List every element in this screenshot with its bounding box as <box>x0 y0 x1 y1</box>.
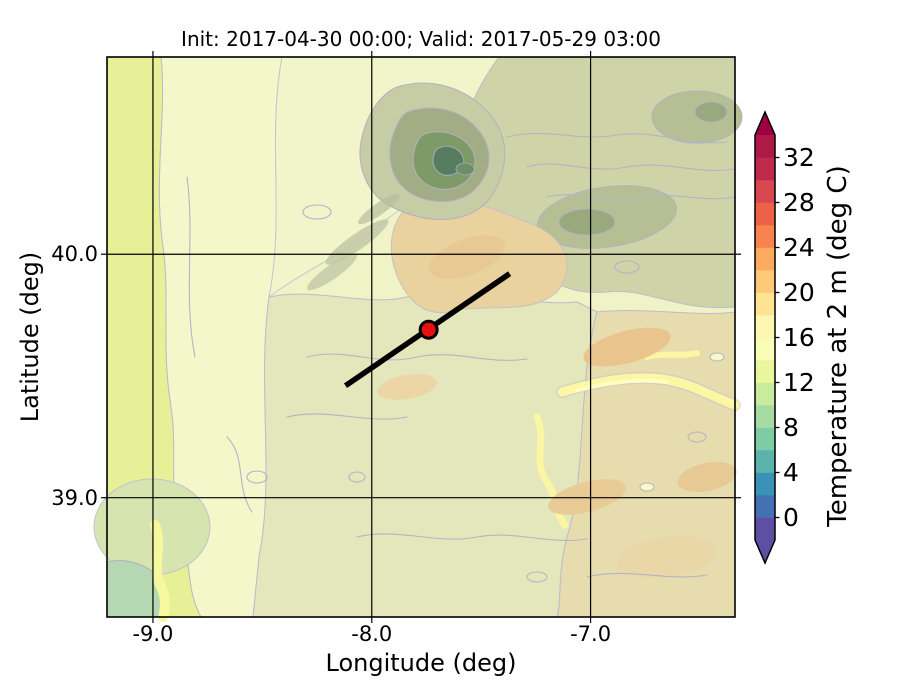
colorbar-tick-label: 12 <box>783 367 815 397</box>
colorbar-tick-label: 28 <box>783 187 815 217</box>
colorbar-tick-label: 0 <box>783 502 799 532</box>
colorbar-bar <box>754 110 780 565</box>
colorbar-tick-label: 8 <box>783 412 799 442</box>
colorbar-tick-label: 24 <box>783 232 815 262</box>
axes-frame <box>106 56 736 618</box>
colorbar-segment <box>755 292 775 316</box>
colorbar-segment <box>755 134 775 158</box>
colorbar-segment <box>755 449 775 473</box>
colorbar-segment <box>755 472 775 496</box>
y-axis-label: Latitude (deg) <box>16 251 44 423</box>
plot-title: Init: 2017-04-30 00:00; Valid: 2017-05-2… <box>181 27 661 51</box>
warm-valley-streak <box>557 373 740 410</box>
colorbar-segment <box>755 494 775 518</box>
map-plot-area <box>93 51 743 623</box>
colorbar-segment <box>755 157 775 181</box>
colorbar-segment <box>755 269 775 293</box>
x-tick-label: -9.0 <box>132 622 174 646</box>
temperature-contour-field <box>93 56 743 622</box>
colorbar-segment <box>755 247 775 271</box>
colorbar-segment <box>755 517 775 541</box>
colorbar-segment <box>755 359 775 383</box>
colorbar-segment <box>755 382 775 406</box>
colorbar-over-arrow <box>755 112 775 135</box>
colorbar-label: Temperature at 2 m (deg C) <box>823 165 853 527</box>
colorbar-segment <box>755 404 775 428</box>
colorbar-tick-label: 32 <box>783 142 815 172</box>
y-tick-label: 40.0 <box>51 242 98 267</box>
colorbar-segment <box>755 179 775 203</box>
colorbar-tick-label: 16 <box>783 322 815 352</box>
colorbar-under-arrow <box>755 540 775 563</box>
colorbar-outline <box>754 110 776 565</box>
location-marker-dot <box>418 319 439 340</box>
colorbar-segment <box>755 337 775 361</box>
colorbar-segment <box>755 314 775 338</box>
x-tick-label: -7.0 <box>570 622 612 646</box>
x-tick-label: -8.0 <box>351 622 393 646</box>
y-tick-label: 39.0 <box>51 485 98 510</box>
colorbar-segment <box>755 202 775 226</box>
colorbar-tick-label: 20 <box>783 277 815 307</box>
contour-lines <box>186 132 736 583</box>
x-axis-label: Longitude (deg) <box>325 649 517 677</box>
colorbar-segment <box>755 427 775 451</box>
colorbar-segment <box>755 224 775 248</box>
colorbar-tick-label: 4 <box>783 457 799 487</box>
